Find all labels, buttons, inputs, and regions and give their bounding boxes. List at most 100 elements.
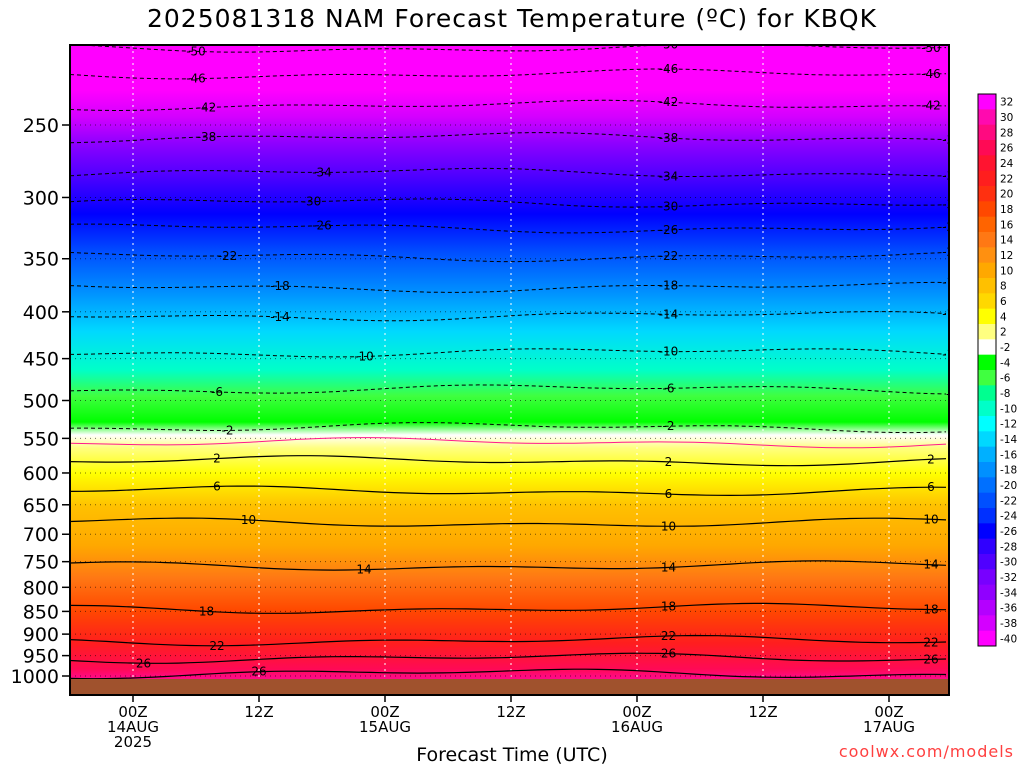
colorbar-swatch (978, 140, 996, 156)
contour-line (70, 422, 947, 434)
colorbar-label: -18 (1000, 465, 1017, 477)
contour-label: 2 (665, 455, 673, 469)
contour-label: -14 (270, 310, 290, 324)
contour-line (70, 437, 947, 449)
y-tick-label: 250 (23, 115, 59, 137)
y-tick-label: 450 (23, 349, 59, 371)
x-tick-label: 15AUG (359, 718, 411, 736)
colorbar-label: -8 (1000, 388, 1010, 400)
colorbar-swatch (978, 170, 996, 187)
colorbar-swatch (978, 508, 996, 524)
contour-label: 22 (661, 629, 676, 643)
contour-line (70, 668, 947, 680)
colorbar-swatch (978, 109, 996, 126)
plot-area: -50 -50 -50 -46 -46 -46 -42 -42 -42 -38 -38 -38 -34 -… (70, 41, 962, 695)
colorbar-label: 30 (1000, 112, 1013, 124)
colorbar-swatch (978, 216, 996, 233)
contour-label: 22 (209, 639, 224, 653)
y-tick-label: 650 (23, 495, 59, 517)
contour-label: -14 (659, 307, 679, 321)
temperature-contours: -50 -50 -50 -46 -46 -46 -42 -42 -42 -38 -38 -38 -34 -… (70, 41, 962, 680)
colorbar: 32 30 28 26 24 22 20 18 16 14 12 10 8 6 4 2 -2 -4 -6 -8 -10 -… (977, 93, 1017, 647)
colorbar-swatch (978, 262, 996, 279)
contour-label: -18 (942, 276, 962, 290)
colorbar-label: 20 (1000, 189, 1013, 201)
colorbar-label: 28 (1000, 127, 1013, 139)
colorbar-label: -22 (1000, 495, 1017, 507)
contour-label: 14 (923, 558, 938, 572)
colorbar-label: -40 (1000, 633, 1017, 645)
contour-label: 6 (927, 480, 935, 494)
colorbar-swatch (978, 416, 996, 432)
colorbar-swatch (978, 232, 996, 248)
contour-label: -10 (659, 345, 679, 359)
y-tick-label: 400 (23, 302, 59, 324)
contour-line (70, 223, 947, 234)
colorbar-label: 18 (1000, 204, 1013, 216)
colorbar-label: -12 (1000, 419, 1017, 431)
colorbar-swatch (978, 538, 996, 555)
colorbar-label: 4 (1000, 311, 1007, 323)
plot-frame (69, 44, 950, 696)
contour-label: -30 (942, 198, 962, 212)
colorbar-label: 6 (1000, 296, 1007, 308)
pressure-axis: 2503003504004505005506006507007508008509… (11, 115, 70, 688)
colorbar-label: -36 (1000, 603, 1017, 615)
y-tick-label: 850 (23, 601, 59, 623)
contour-line (70, 311, 947, 322)
colorbar-label: 22 (1000, 173, 1013, 185)
contour-line (70, 560, 947, 571)
colorbar-label: -38 (1000, 618, 1017, 630)
x-tick-label: 17AUG (863, 718, 915, 736)
y-tick-label: 600 (23, 463, 59, 485)
colorbar-label: 16 (1000, 219, 1014, 231)
contour-label: -50 (921, 41, 941, 55)
contour-label: 18 (199, 604, 214, 618)
contour-label: -46 (921, 67, 941, 81)
contour-label: -10 (942, 348, 962, 362)
colorbar-label: 12 (1000, 250, 1013, 262)
colorbar-swatch (978, 400, 996, 417)
colorbar-swatch (978, 477, 996, 494)
y-tick-label: 1000 (11, 666, 59, 688)
contour-label: -6 (211, 385, 223, 399)
x-axis-label: Forecast Time (UTC) (416, 744, 608, 766)
contour-label: -6 (946, 387, 958, 401)
colorbar-label: -30 (1000, 557, 1017, 569)
contour-label: 14 (356, 563, 371, 577)
colorbar-label: -4 (1000, 357, 1011, 369)
terrain-ground (70, 679, 949, 695)
colorbar-label: -16 (1000, 449, 1017, 461)
contour-label: 14 (661, 560, 676, 574)
colorbar-label: -24 (1000, 511, 1017, 523)
colorbar-swatch (978, 278, 996, 294)
colorbar-label: -14 (1000, 434, 1017, 446)
x-tick-label: 00Z (874, 703, 903, 721)
x-tick-label: 12Z (244, 703, 273, 721)
contour-line (70, 634, 947, 647)
x-tick-label: 00Z (118, 703, 147, 721)
contour-label: -18 (659, 279, 679, 293)
colorbar-swatch (978, 554, 996, 570)
contour-label: -26 (659, 223, 679, 237)
colorbar-swatch (978, 569, 996, 586)
contour-label: -30 (302, 195, 322, 209)
contour-line (70, 485, 947, 497)
y-tick-label: 950 (23, 646, 59, 668)
colorbar-swatch (978, 308, 996, 325)
contour-label: 2 (927, 452, 935, 466)
contour-label: -46 (659, 62, 679, 76)
colorbar-swatch (978, 201, 996, 218)
contour-label: -6 (663, 381, 675, 395)
contour-label: -10 (354, 350, 374, 364)
y-tick-label: 350 (23, 249, 59, 271)
colorbar-swatch (978, 615, 996, 632)
colorbar-label: -20 (1000, 480, 1017, 492)
colorbar-label: -26 (1000, 526, 1017, 538)
colorbar-label: 8 (1000, 281, 1007, 293)
contour-label: -22 (218, 249, 238, 263)
grid-lines (70, 45, 949, 695)
colorbar-swatch (978, 324, 996, 340)
contour-label: 26 (923, 652, 938, 666)
